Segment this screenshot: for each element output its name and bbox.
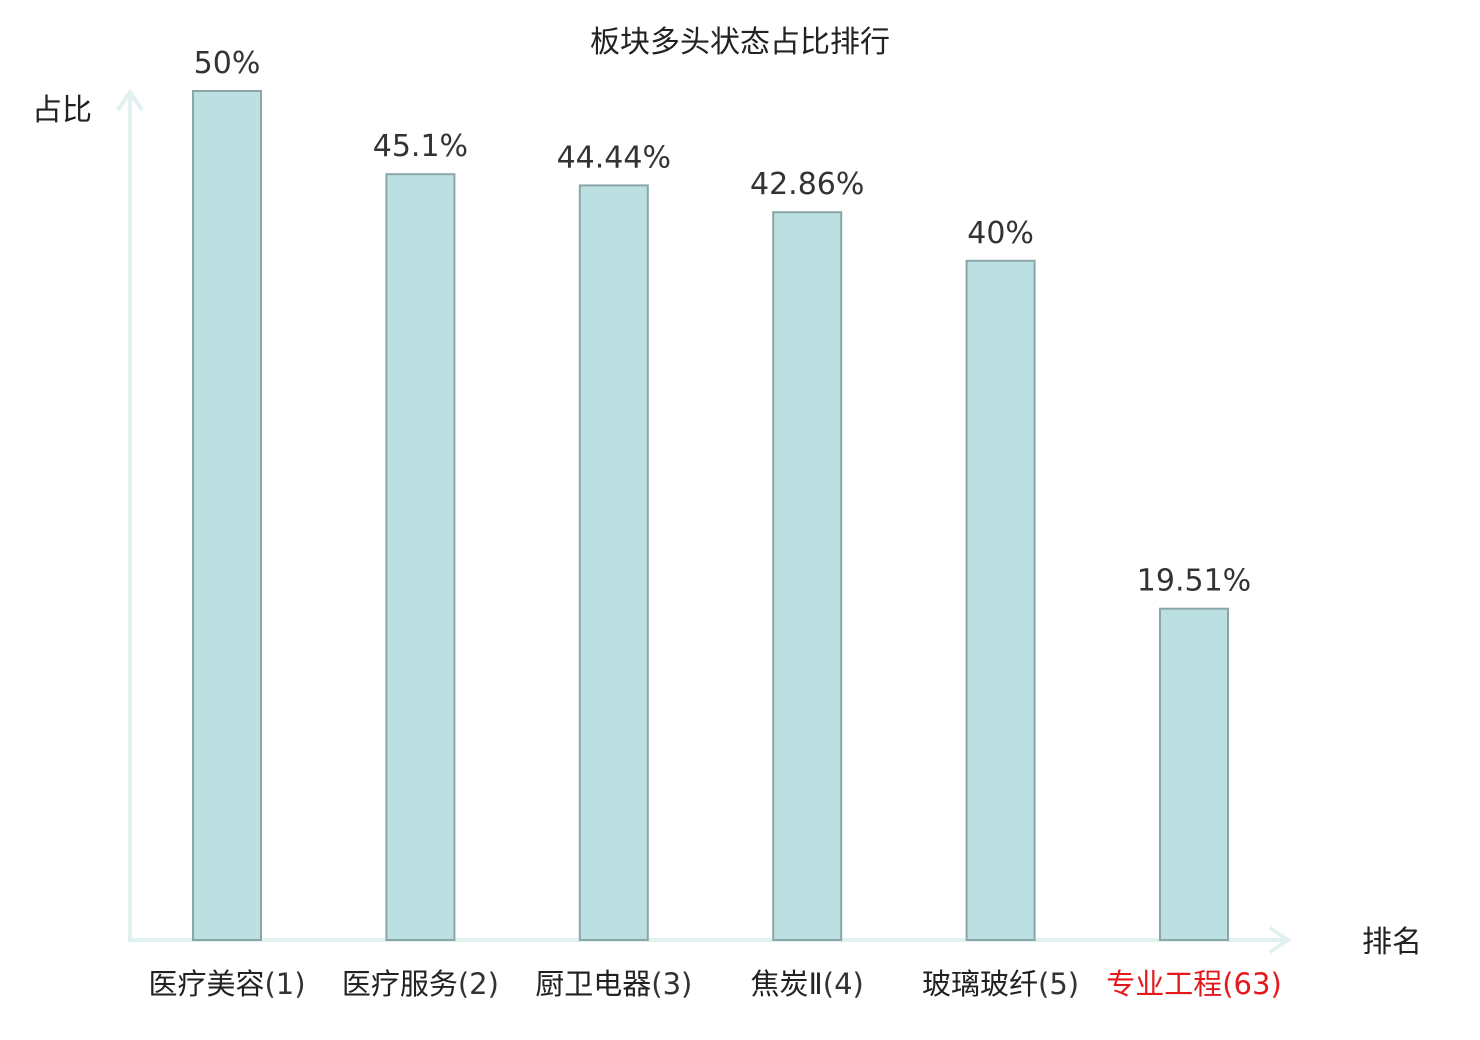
value-labels: 50% 45.1% 44.44% 42.86% 40% 19.51%: [194, 46, 1252, 599]
bar: [385, 173, 456, 941]
x-axis-label: 排名: [1362, 925, 1422, 960]
category-name: 焦炭Ⅱ: [751, 967, 823, 1001]
category-rank: (4): [823, 967, 864, 1001]
category-rank: (63): [1222, 967, 1282, 1001]
category-name: 玻璃玻纤: [922, 967, 1038, 1001]
bar-value-label: 19.51%: [1137, 564, 1251, 599]
category-label: 焦炭Ⅱ(4): [751, 967, 864, 1001]
category-label: 专业工程(63): [1106, 967, 1282, 1001]
category-label: 医疗美容(1): [148, 967, 305, 1001]
category-rank: (3): [651, 967, 692, 1001]
category-label: 医疗服务(2): [342, 967, 499, 1001]
bar-value-label: 44.44%: [557, 140, 671, 175]
x-axis-arrow: [1268, 926, 1292, 954]
chart-title: 板块多头状态占比排行: [590, 25, 890, 60]
category-rank: (5): [1038, 967, 1079, 1001]
category-name: 医疗服务: [342, 967, 458, 1001]
bar-value-label: 42.86%: [750, 167, 864, 202]
category-label: 玻璃玻纤(5): [922, 967, 1079, 1001]
category-name: 医疗美容: [148, 967, 264, 1001]
category-label: 厨卫电器(3): [535, 967, 692, 1001]
category-labels: 医疗美容(1) 医疗服务(2) 厨卫电器(3) 焦炭Ⅱ(4) 玻璃玻纤(5) 专业工程(6…: [148, 967, 1281, 1001]
y-axis: 占比: [32, 88, 144, 940]
category-rank: (2): [458, 967, 499, 1001]
bar: [772, 211, 843, 941]
x-axis: 排名: [128, 925, 1422, 960]
bar-value-label: 50%: [194, 46, 261, 81]
category-rank: (1): [264, 967, 305, 1001]
bar: [192, 90, 262, 941]
bar: [965, 259, 1036, 941]
category-name: 厨卫电器: [535, 967, 651, 1001]
bar: [578, 184, 649, 941]
bar: [1159, 607, 1229, 941]
bar-series: [192, 90, 1229, 941]
bar-value-label: 40%: [967, 216, 1034, 251]
y-axis-label: 占比: [32, 93, 92, 128]
y-axis-arrow: [116, 88, 144, 112]
bar-value-label: 45.1%: [373, 129, 468, 164]
category-name: 专业工程: [1106, 967, 1222, 1001]
